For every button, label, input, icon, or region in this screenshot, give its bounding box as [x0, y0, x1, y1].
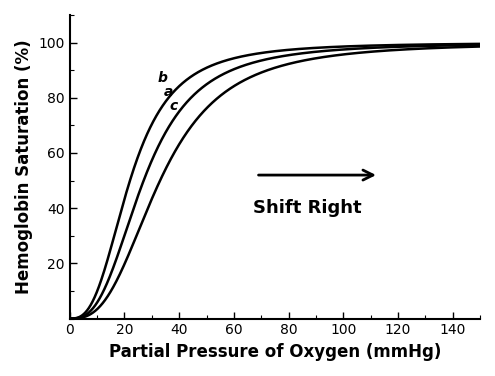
Text: Shift Right: Shift Right [253, 199, 362, 217]
Text: c: c [170, 99, 178, 113]
Text: b: b [158, 71, 168, 85]
X-axis label: Partial Pressure of Oxygen (mmHg): Partial Pressure of Oxygen (mmHg) [109, 343, 441, 361]
Text: a: a [163, 85, 173, 99]
Y-axis label: Hemoglobin Saturation (%): Hemoglobin Saturation (%) [15, 39, 33, 294]
